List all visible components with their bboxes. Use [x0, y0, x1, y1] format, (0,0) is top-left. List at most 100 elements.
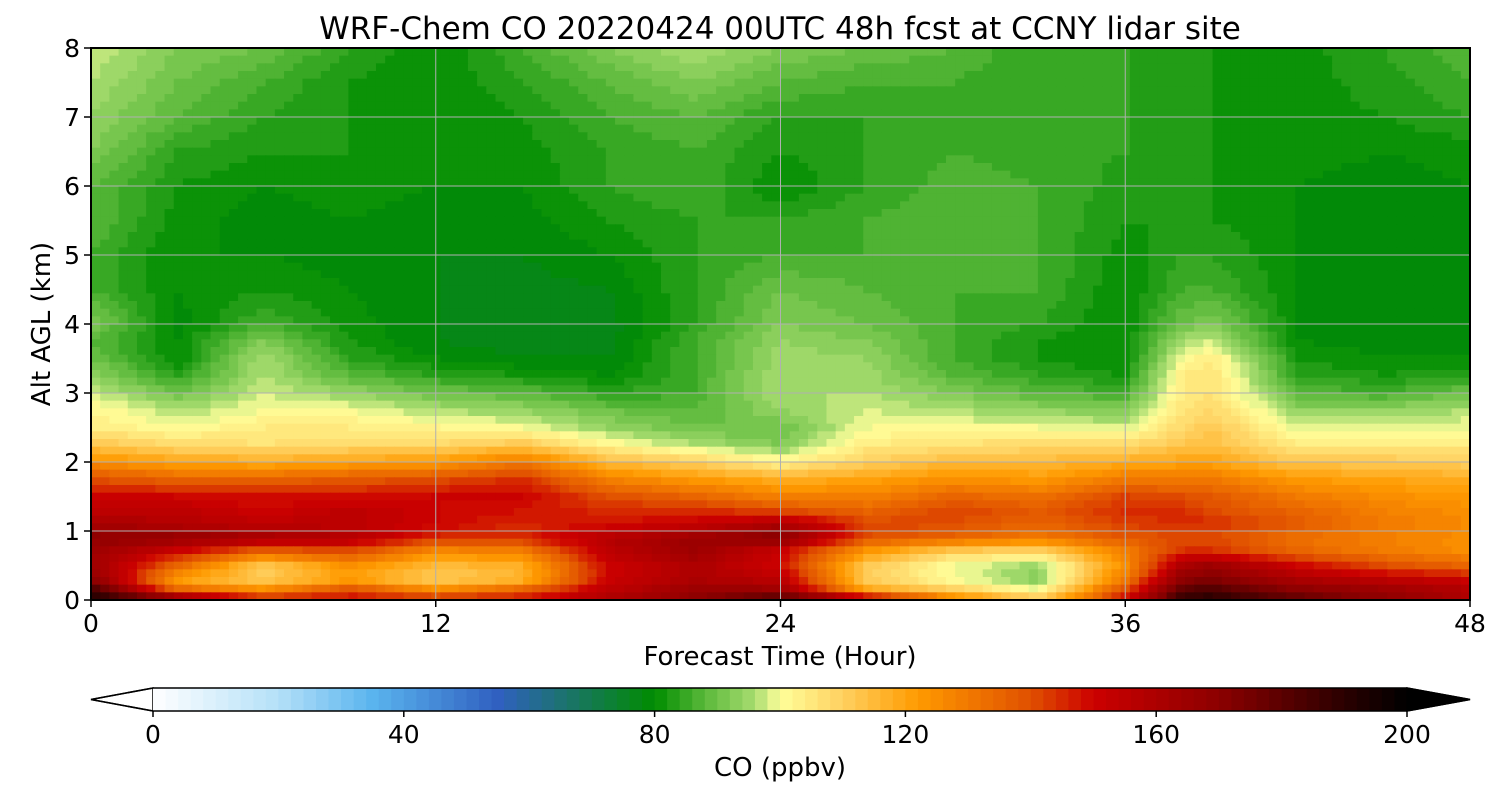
- contour-cell: [1442, 71, 1453, 80]
- contour-cell: [1258, 178, 1269, 187]
- contour-cell: [182, 55, 193, 64]
- contour-cell: [284, 86, 294, 95]
- contour-cell: [192, 48, 202, 57]
- contour-cell: [1240, 178, 1250, 187]
- contour-cell: [1322, 186, 1333, 195]
- contour-cell: [633, 232, 644, 241]
- contour-cell: [854, 193, 864, 202]
- contour-cell: [743, 262, 754, 271]
- contour-cell: [339, 101, 350, 110]
- contour-cell: [265, 301, 276, 310]
- contour-cell: [375, 178, 386, 187]
- contour-cell: [1194, 216, 1204, 225]
- contour-cell: [1332, 132, 1342, 141]
- contour-cell: [642, 163, 653, 172]
- contour-cell: [449, 78, 460, 87]
- contour-cell: [1166, 94, 1177, 103]
- contour-cell: [394, 270, 405, 279]
- contour-cell: [477, 124, 487, 133]
- contour-cell: [844, 232, 855, 241]
- contour-cell: [1203, 278, 1214, 287]
- contour-cell: [513, 109, 524, 118]
- contour-cell: [771, 285, 782, 294]
- contour-cell: [1378, 270, 1388, 279]
- contour-cell: [900, 48, 910, 57]
- contour-cell: [412, 71, 423, 80]
- contour-cell: [182, 155, 193, 164]
- contour-cell: [1341, 140, 1352, 149]
- contour-cell: [1102, 55, 1113, 64]
- contour-cell: [155, 48, 166, 57]
- contour-cell: [348, 216, 359, 225]
- contour-cell: [247, 201, 258, 210]
- contour-cell: [743, 224, 754, 233]
- contour-cell: [1378, 209, 1388, 218]
- contour-cell: [421, 63, 432, 72]
- contour-cell: [523, 117, 533, 126]
- contour-cell: [1148, 94, 1159, 103]
- contour-cell: [109, 163, 120, 172]
- contour-cell: [734, 178, 745, 187]
- contour-cell: [881, 186, 892, 195]
- contour-cell: [330, 140, 340, 149]
- contour-cell: [513, 163, 524, 172]
- contour-cell: [1203, 109, 1214, 118]
- contour-cell: [1093, 270, 1103, 279]
- contour-cell: [973, 78, 984, 87]
- contour-cell: [330, 86, 340, 95]
- contour-cell: [109, 285, 120, 294]
- contour-cell: [375, 255, 386, 264]
- contour-cell: [1295, 48, 1306, 57]
- contour-cell: [274, 193, 285, 202]
- contour-cell: [642, 193, 653, 202]
- contour-cell: [293, 209, 304, 218]
- contour-cell: [605, 101, 616, 110]
- contour-cell: [817, 247, 828, 256]
- contour-cell: [1074, 239, 1085, 248]
- contour-cell: [182, 209, 193, 218]
- contour-cell: [486, 86, 497, 95]
- contour-cell: [697, 140, 708, 149]
- contour-cell: [633, 86, 644, 95]
- contour-cell: [164, 101, 175, 110]
- contour-cell: [1332, 101, 1342, 110]
- contour-cell: [339, 262, 350, 271]
- contour-cell: [385, 86, 395, 95]
- contour-cell: [826, 71, 837, 80]
- contour-cell: [854, 201, 864, 210]
- contour-cell: [1267, 78, 1278, 87]
- contour-cell: [909, 278, 919, 287]
- contour-cell: [440, 101, 451, 110]
- contour-cell: [182, 247, 193, 256]
- contour-cell: [100, 124, 110, 133]
- contour-cell: [357, 209, 368, 218]
- contour-cell: [1304, 186, 1315, 195]
- contour-cell: [1267, 140, 1278, 149]
- contour-cell: [1460, 278, 1470, 287]
- contour-cell: [1424, 270, 1434, 279]
- contour-cell: [982, 216, 993, 225]
- contour-cell: [964, 255, 975, 264]
- contour-cell: [1203, 86, 1214, 95]
- contour-cell: [624, 170, 634, 179]
- contour-cell: [1405, 147, 1416, 156]
- contour-cell: [228, 117, 239, 126]
- contour-cell: [771, 78, 782, 87]
- contour-cell: [100, 262, 110, 271]
- contour-cell: [973, 63, 984, 72]
- contour-cell: [854, 109, 864, 118]
- contour-cell: [596, 224, 607, 233]
- contour-cell: [936, 293, 947, 302]
- contour-cell: [1139, 293, 1149, 302]
- contour-cell: [440, 232, 451, 241]
- contour-cell: [311, 278, 322, 287]
- contour-cell: [1286, 278, 1296, 287]
- contour-cell: [789, 124, 800, 133]
- contour-cell: [1019, 48, 1030, 57]
- contour-cell: [550, 55, 561, 64]
- contour-cell: [1332, 94, 1342, 103]
- contour-cell: [293, 193, 304, 202]
- contour-cell: [706, 155, 717, 164]
- contour-cell: [973, 178, 984, 187]
- contour-cell: [835, 71, 846, 80]
